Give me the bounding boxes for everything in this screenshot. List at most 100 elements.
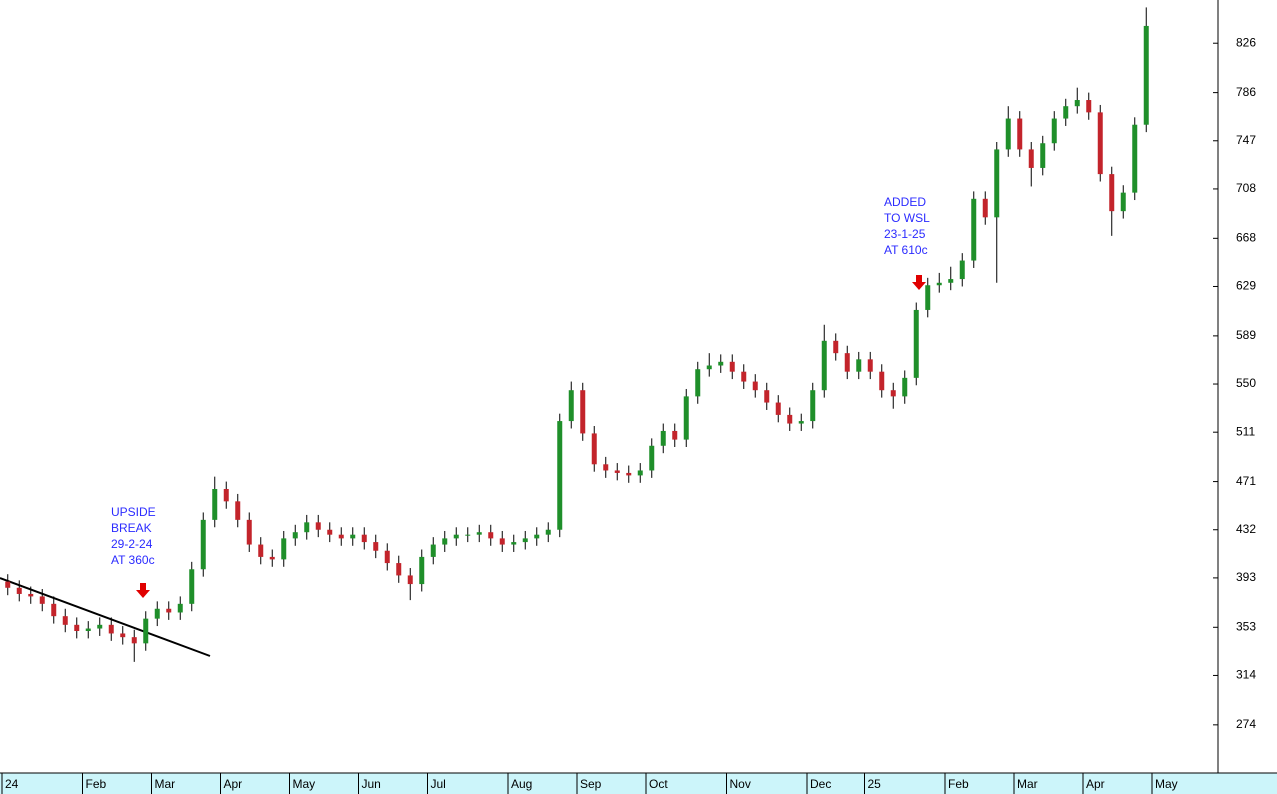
candle-body	[580, 390, 586, 434]
x-tick-label: Dec	[810, 777, 831, 791]
x-tick-label: Aug	[511, 777, 532, 791]
candle-body	[407, 575, 413, 585]
candle-body	[844, 353, 850, 372]
y-tick-label: 826	[1236, 35, 1256, 49]
candle-body	[1028, 149, 1034, 168]
y-tick-label: 511	[1236, 424, 1255, 438]
candle-body	[189, 569, 195, 604]
candle-body	[660, 430, 666, 446]
candle-body	[511, 542, 517, 545]
candle-body	[557, 421, 563, 530]
candle-body	[338, 534, 344, 539]
date-axis-band	[0, 773, 1277, 794]
candle-body	[672, 430, 678, 440]
candle-body	[97, 624, 103, 629]
annotation: AT 610c	[884, 243, 928, 257]
candle-body	[281, 538, 287, 560]
candle-body	[350, 534, 356, 539]
candle-body	[131, 637, 137, 644]
x-tick-label: Mar	[155, 777, 176, 791]
candle-body	[315, 522, 321, 530]
candle-body	[959, 260, 965, 280]
y-tick-label: 274	[1236, 717, 1256, 731]
annotation: 23-1-25	[884, 227, 926, 241]
candle-body	[442, 538, 448, 545]
candle-body	[695, 369, 701, 397]
candle-body	[982, 198, 988, 218]
candle-body	[879, 371, 885, 391]
x-tick-label: Mar	[1017, 777, 1038, 791]
candle-body	[120, 633, 126, 638]
candle-body	[718, 361, 724, 366]
candle-body	[166, 608, 172, 613]
candle-body	[327, 529, 333, 535]
y-tick-label: 629	[1236, 279, 1256, 293]
candle-body	[603, 464, 609, 471]
x-tick-label: 25	[868, 777, 882, 791]
candle-body	[373, 542, 379, 551]
x-tick-label: Apr	[224, 777, 243, 791]
candle-body	[810, 390, 816, 422]
candle-body	[591, 433, 597, 465]
candle-body	[361, 534, 367, 543]
candle-body	[534, 534, 540, 539]
candle-body	[994, 149, 1000, 218]
candle-body	[499, 538, 505, 545]
candle-body	[143, 618, 149, 644]
x-tick-label: Apr	[1086, 777, 1105, 791]
candle-body	[706, 365, 712, 370]
candle-body	[902, 377, 908, 397]
candle-body	[85, 628, 91, 631]
annotation: 29-2-24	[111, 537, 153, 551]
annotation: TO WSL	[884, 211, 930, 225]
candle-body	[614, 470, 620, 473]
candle-body	[925, 285, 931, 310]
y-tick-label: 668	[1236, 230, 1256, 244]
x-tick-label: Feb	[948, 777, 969, 791]
candle-body	[775, 402, 781, 415]
candle-body	[16, 587, 22, 594]
candle-body	[1086, 100, 1092, 113]
candle-body	[269, 556, 275, 560]
candle-body	[223, 488, 229, 502]
candle-body	[212, 488, 218, 520]
candle-body	[5, 581, 11, 588]
candle-body	[74, 624, 80, 631]
candle-body	[867, 359, 873, 372]
x-tick-label: 24	[5, 777, 19, 791]
x-tick-label: Sep	[580, 777, 602, 791]
y-tick-label: 550	[1236, 376, 1256, 390]
candle-body	[488, 532, 494, 539]
candle-body	[752, 381, 758, 391]
x-tick-label: Oct	[649, 777, 668, 791]
annotation: AT 360c	[111, 553, 155, 567]
x-tick-label: Jun	[362, 777, 381, 791]
y-tick-label: 747	[1236, 133, 1256, 147]
candle-body	[683, 396, 689, 440]
candle-body	[1017, 118, 1023, 150]
candle-body	[971, 198, 977, 261]
candle-body	[833, 340, 839, 354]
candle-body	[729, 361, 735, 372]
candle-body	[1143, 25, 1149, 125]
candle-body	[62, 616, 68, 625]
candle-body	[1120, 192, 1126, 212]
candle-body	[1040, 143, 1046, 168]
candle-body	[1063, 106, 1069, 119]
x-tick-label: Jul	[431, 777, 446, 791]
candle-body	[154, 608, 160, 619]
arrow	[136, 583, 150, 598]
candle-body	[476, 532, 482, 535]
candle-body	[465, 534, 471, 536]
candle-body	[798, 421, 804, 424]
candle-body	[1097, 112, 1103, 175]
candle-body	[108, 624, 114, 634]
candle-body	[637, 470, 643, 476]
candle-body	[246, 519, 252, 545]
candle-body	[430, 544, 436, 557]
annotation: ADDED	[884, 195, 926, 209]
candle-body	[913, 309, 919, 378]
annotation: UPSIDE	[111, 505, 156, 519]
candle-body	[856, 359, 862, 372]
candle-body	[764, 390, 770, 403]
